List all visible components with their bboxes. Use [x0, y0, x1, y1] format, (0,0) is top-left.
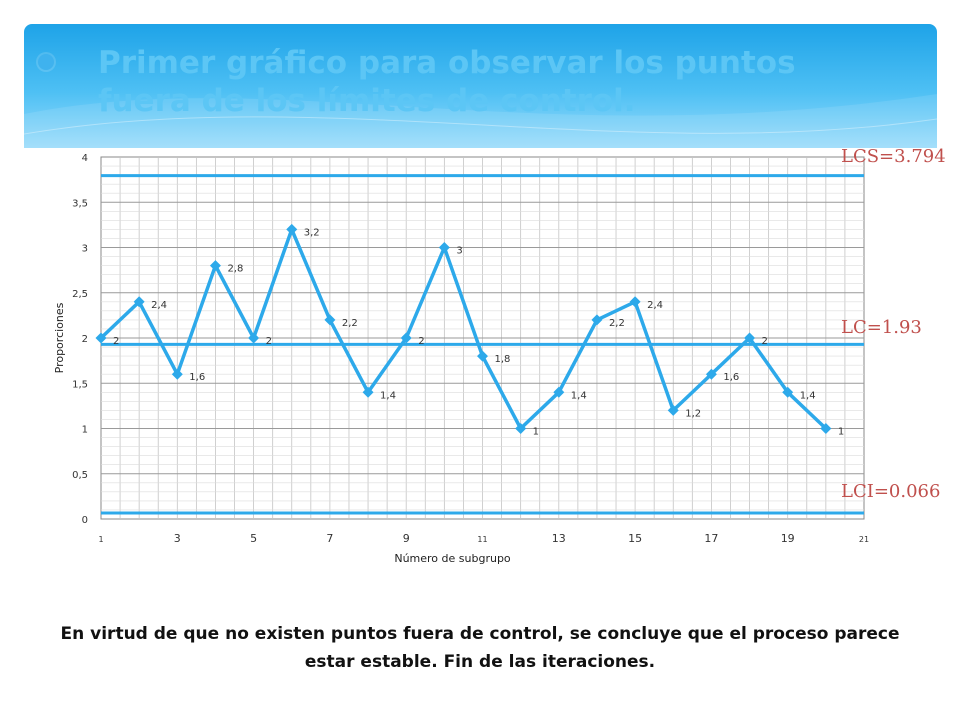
control-limits: LCS=3.794 LC=1.93 LCI=0.066	[101, 146, 946, 515]
x-tick-label: 9	[403, 532, 410, 545]
y-tick-label: 0,5	[72, 470, 88, 481]
y-axis-ticks: 0 0,5 1 1,5 2 2,5 3 3,5 4	[72, 153, 88, 526]
y-tick-label: 2	[82, 334, 88, 345]
data-point	[705, 368, 717, 380]
data-label: 2	[113, 336, 119, 347]
data-point	[515, 423, 527, 434]
x-tick-label: 21	[859, 535, 869, 544]
data-point	[248, 332, 260, 344]
x-axis-ticks: 1 3 5 7 9 11 13 15 17 19 21	[98, 532, 869, 545]
data-point	[629, 296, 641, 308]
title-bullet-icon	[38, 54, 54, 70]
y-tick-label: 3	[82, 244, 88, 255]
x-tick-label: 15	[628, 532, 642, 545]
data-label: 2,2	[609, 318, 625, 329]
data-label: 2	[762, 336, 768, 347]
data-point	[400, 332, 412, 344]
data-point	[553, 386, 565, 398]
data-point	[591, 314, 603, 326]
limit-label-lci: LCI=0.066	[841, 481, 940, 502]
data-point	[438, 242, 450, 253]
limit-label-lcs: LCS=3.794	[841, 146, 946, 167]
data-label: 2	[266, 336, 272, 347]
data-point	[744, 332, 756, 344]
data-label: 2	[418, 336, 424, 347]
data-label: 2,8	[227, 264, 243, 275]
data-label: 1,6	[189, 372, 205, 383]
data-point	[133, 296, 145, 308]
x-tick-label: 13	[552, 532, 566, 545]
limit-label-lc: LC=1.93	[841, 317, 922, 338]
data-label: 1	[838, 427, 844, 438]
data-label: 1,8	[495, 354, 511, 365]
data-label: 3	[456, 246, 462, 257]
y-tick-label: 3,5	[72, 198, 88, 209]
header-wave-decoration	[24, 94, 937, 148]
x-tick-label: 1	[98, 535, 103, 544]
data-label: 1,4	[380, 390, 396, 401]
data-label: 2,2	[342, 318, 358, 329]
data-point	[286, 223, 298, 235]
data-point	[820, 423, 832, 434]
series-line	[99, 227, 828, 431]
x-tick-label: 5	[250, 532, 257, 545]
data-point	[782, 386, 794, 398]
y-axis-label: Proporciones	[53, 302, 66, 373]
slide-title: Primer gráfico para observar los puntos …	[98, 45, 796, 119]
data-point	[667, 404, 679, 416]
data-point	[209, 260, 221, 272]
x-axis-label: Número de subgrupo	[394, 552, 511, 565]
y-tick-label: 0	[82, 515, 88, 526]
x-tick-label: 3	[174, 532, 181, 545]
data-label: 1,4	[571, 390, 587, 401]
slide-header	[24, 24, 937, 148]
data-point	[95, 332, 107, 344]
data-label: 2,4	[647, 300, 663, 311]
series-proporciones: 2 2,4 1,6 2,8 2 3,2 2,2 1,4 2 3 1,8 1 1,4 2,2 2,4 1,2 1,…	[95, 223, 844, 438]
data-label: 1,6	[723, 372, 739, 383]
data-point	[362, 386, 374, 398]
y-tick-label: 1,5	[72, 379, 88, 390]
data-label: 1,4	[800, 390, 816, 401]
y-tick-label: 1	[82, 425, 88, 436]
chart-grid	[100, 156, 865, 520]
x-tick-label: 7	[326, 532, 333, 545]
data-point	[477, 350, 488, 362]
y-tick-label: 4	[82, 153, 88, 164]
x-tick-label: 17	[704, 532, 718, 545]
data-label: 3,2	[304, 227, 320, 238]
y-tick-label: 2,5	[72, 289, 88, 300]
x-tick-label: 19	[781, 532, 795, 545]
data-label: 1,2	[685, 408, 701, 419]
data-point	[171, 368, 183, 380]
data-label: 2,4	[151, 300, 167, 311]
data-label: 1	[533, 427, 539, 438]
x-tick-label: 11	[477, 535, 487, 544]
conclusion-text: En virtud de que no existen puntos fuera…	[60, 624, 900, 672]
data-point	[324, 314, 336, 326]
